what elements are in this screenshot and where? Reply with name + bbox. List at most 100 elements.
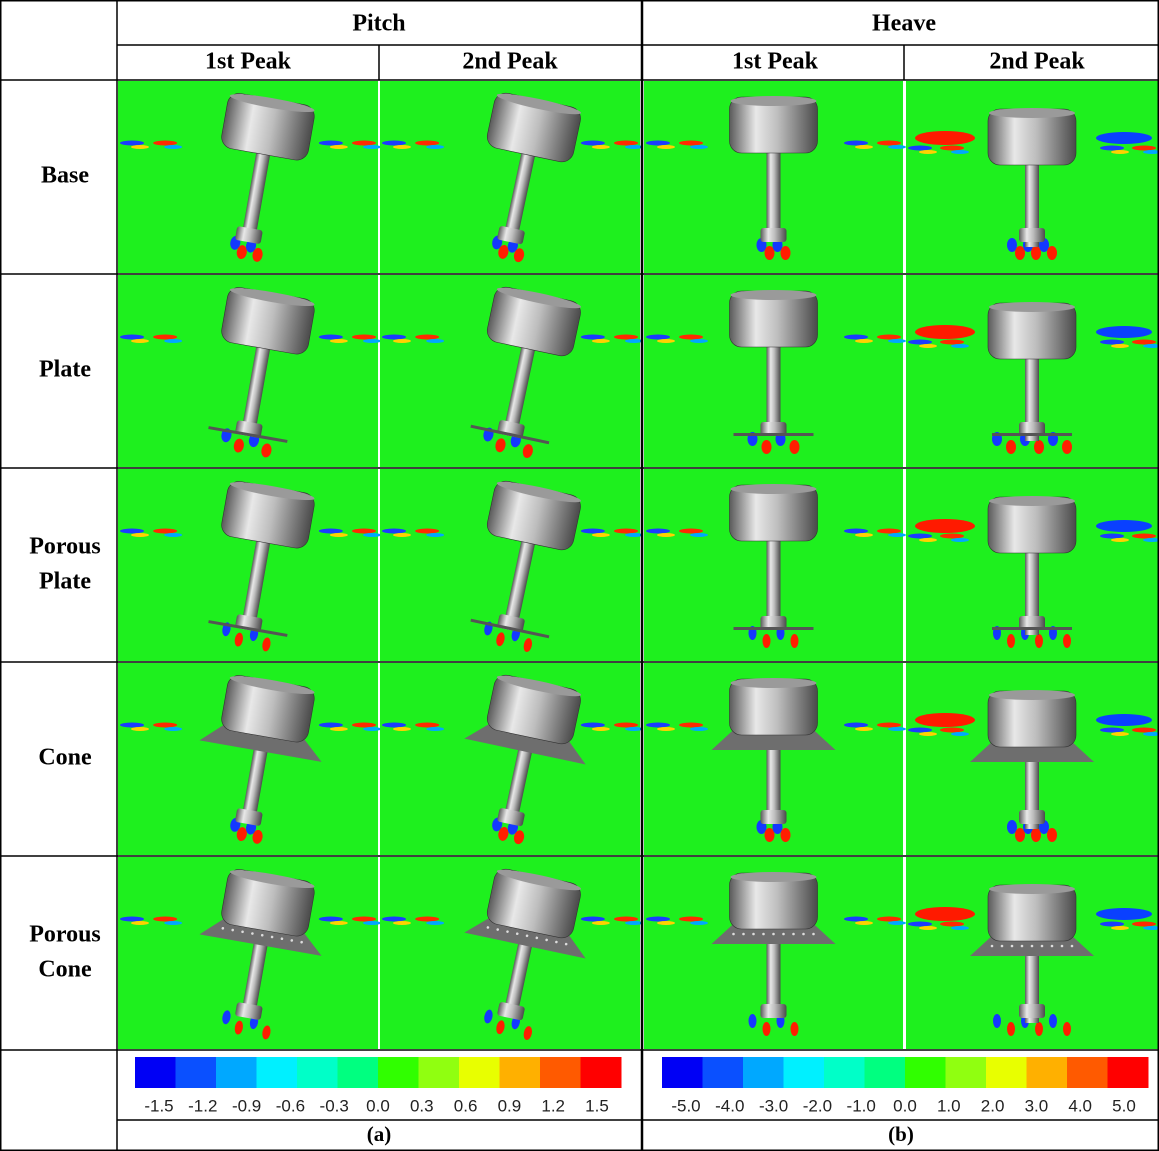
vortex <box>646 335 670 340</box>
vortex <box>1096 520 1152 532</box>
group-header: Heave <box>872 11 936 37</box>
vortex <box>393 145 411 149</box>
vortex <box>877 917 901 922</box>
colorbar-tick: -3.0 <box>759 1096 788 1115</box>
colorbar-swatch <box>986 1057 1027 1088</box>
vortex <box>352 917 376 922</box>
colorbar-tick: 0.6 <box>454 1096 478 1115</box>
vortex <box>1132 340 1156 345</box>
colorbar-tick: -0.6 <box>276 1096 305 1115</box>
vortex <box>855 339 873 343</box>
colorbar-swatch <box>581 1057 622 1088</box>
vortex <box>781 828 791 842</box>
vortex <box>352 529 376 534</box>
vortex <box>625 727 643 731</box>
vortex <box>951 150 969 154</box>
colorbar-swatch <box>338 1057 379 1088</box>
cylinder-top <box>731 872 817 882</box>
vortex <box>153 141 177 146</box>
vortex <box>153 917 177 922</box>
colorbar-swatch <box>946 1057 987 1088</box>
vortex <box>855 145 873 149</box>
plate <box>992 433 1072 436</box>
vortex <box>153 723 177 728</box>
hole <box>991 945 994 948</box>
vortex <box>940 146 964 151</box>
vortex <box>915 131 975 145</box>
sub-header: 2nd Peak <box>989 49 1085 75</box>
vortex <box>352 335 376 340</box>
vortex <box>763 634 771 648</box>
vortex <box>1031 828 1041 842</box>
vortex <box>1100 146 1124 151</box>
sub-header: 1st Peak <box>732 49 819 75</box>
colorbar-swatch <box>824 1057 865 1088</box>
vortex <box>319 141 343 146</box>
group-header: Pitch <box>352 11 405 37</box>
colorbar-tick: 5.0 <box>1112 1096 1136 1115</box>
vortex <box>614 335 638 340</box>
vortex <box>888 727 906 731</box>
vortex <box>120 917 144 922</box>
vortex <box>1111 732 1129 736</box>
figure-table: Pitch Heave 1st Peak 2nd Peak 1st Peak 2… <box>0 0 1159 1151</box>
colorbar-tick: -5.0 <box>671 1096 700 1115</box>
hole <box>792 933 795 936</box>
colorbar-swatch <box>378 1057 419 1088</box>
snapshot <box>644 663 906 855</box>
colorbar-tick: 3.0 <box>1025 1096 1049 1115</box>
vortex <box>1100 728 1124 733</box>
vortex <box>855 727 873 731</box>
colorbar-swatch <box>216 1057 257 1088</box>
colorbar-swatch <box>257 1057 298 1088</box>
snapshot <box>906 663 1159 855</box>
vortex <box>888 533 906 537</box>
vortex <box>614 529 638 534</box>
vortex <box>1100 534 1124 539</box>
vortex <box>951 732 969 736</box>
vortex <box>1111 538 1129 542</box>
colorbar-tick: 1.5 <box>585 1096 609 1115</box>
column <box>767 150 781 235</box>
vortex <box>908 340 932 345</box>
vortex <box>592 727 610 731</box>
plate <box>992 627 1072 630</box>
vortex <box>625 921 643 925</box>
vortex <box>919 926 937 930</box>
hole <box>1011 945 1014 948</box>
hole <box>742 933 745 936</box>
vortex <box>363 145 381 149</box>
vortex <box>319 529 343 534</box>
base <box>761 810 787 824</box>
vortex <box>164 145 182 149</box>
vortex <box>646 723 670 728</box>
vortex <box>1031 246 1041 260</box>
vortex <box>844 529 868 534</box>
vortex <box>888 921 906 925</box>
vortex <box>690 921 708 925</box>
vortex <box>679 335 703 340</box>
vortex <box>164 921 182 925</box>
vortex <box>1096 132 1152 144</box>
vortex <box>1049 1014 1057 1028</box>
vortex <box>319 723 343 728</box>
vortex <box>919 732 937 736</box>
vortex <box>1007 1022 1015 1036</box>
vortex <box>657 339 675 343</box>
hole <box>762 933 765 936</box>
vortex <box>352 141 376 146</box>
vortex <box>908 534 932 539</box>
caption: (b) <box>888 1122 914 1146</box>
vortex <box>993 1014 1001 1028</box>
vortex <box>1100 340 1124 345</box>
vortex <box>614 723 638 728</box>
vortex <box>153 529 177 534</box>
vortex <box>877 335 901 340</box>
cylinder-top <box>989 496 1075 506</box>
colorbar-tick: -2.0 <box>803 1096 832 1115</box>
vortex <box>581 141 605 146</box>
vortex <box>319 917 343 922</box>
vortex <box>382 723 406 728</box>
vortex <box>415 917 439 922</box>
vortex <box>581 529 605 534</box>
